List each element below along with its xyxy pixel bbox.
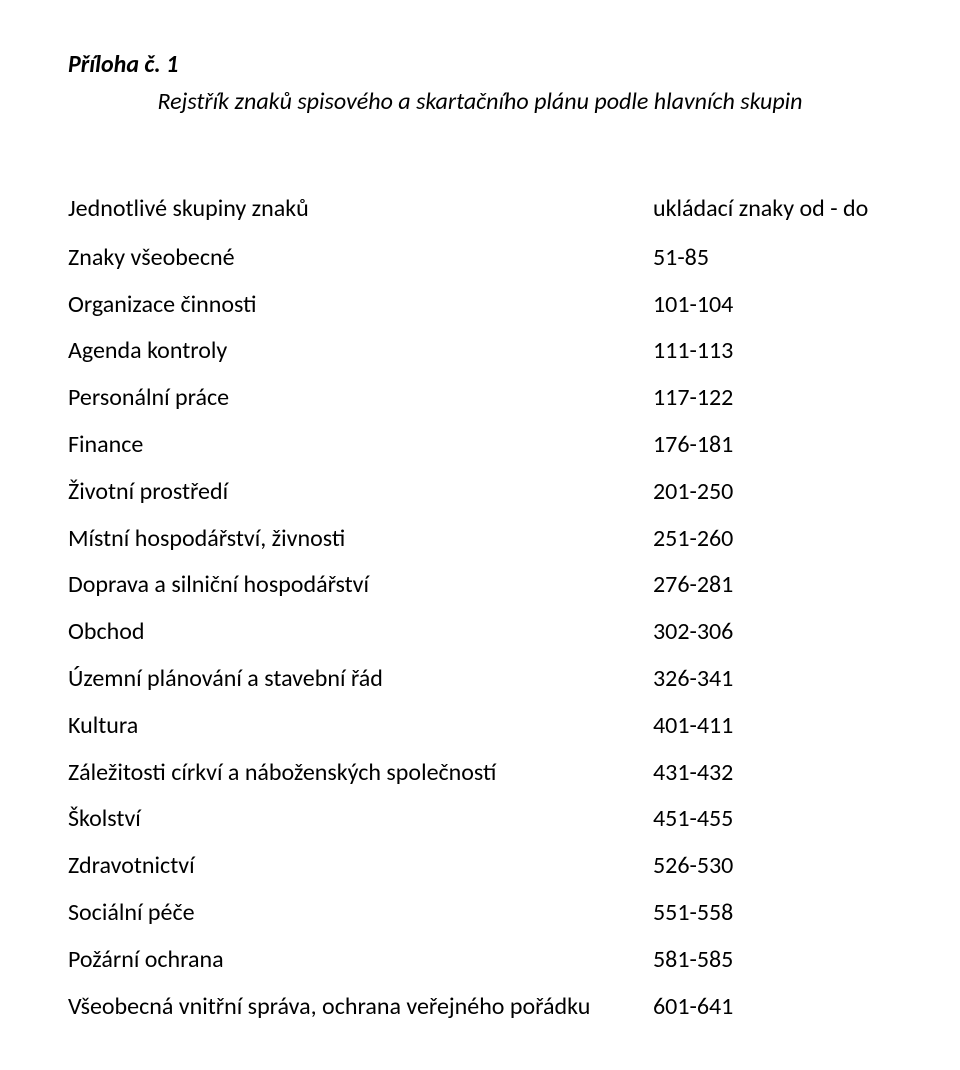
- table-row: Zdravotnictví 526-530: [68, 843, 892, 890]
- table-row: Požární ochrana 581-585: [68, 937, 892, 984]
- table-row: Finance 176-181: [68, 422, 892, 469]
- table-row: Územní plánování a stavební řád 326-341: [68, 656, 892, 703]
- row-value: 51-85: [653, 235, 892, 282]
- table-header-label: Jednotlivé skupiny znaků: [68, 186, 653, 233]
- table-row: Znaky všeobecné 51-85: [68, 235, 892, 282]
- table-row: Kultura 401-411: [68, 703, 892, 750]
- row-label: Organizace činnosti: [68, 282, 653, 329]
- document-page: Příloha č. 1 Rejstřík znaků spisového a …: [0, 0, 960, 1070]
- row-value: 551-558: [653, 890, 892, 937]
- row-value: 601-641: [653, 984, 892, 1031]
- table-row: Doprava a silniční hospodářství 276-281: [68, 562, 892, 609]
- table-row: Personální práce 117-122: [68, 375, 892, 422]
- row-label: Agenda kontroly: [68, 328, 653, 375]
- row-value: 581-585: [653, 937, 892, 984]
- row-label: Životní prostředí: [68, 469, 653, 516]
- row-label: Kultura: [68, 703, 653, 750]
- row-value: 431-432: [653, 750, 892, 797]
- row-value: 302-306: [653, 609, 892, 656]
- row-label: Územní plánování a stavební řád: [68, 656, 653, 703]
- table-row: Místní hospodářství, živnosti 251-260: [68, 516, 892, 563]
- row-value: 101-104: [653, 282, 892, 329]
- table-header-row: Jednotlivé skupiny znaků ukládací znaky …: [68, 186, 892, 233]
- table-header-value: ukládací znaky od - do: [653, 186, 892, 233]
- row-label: Sociální péče: [68, 890, 653, 937]
- row-value: 176-181: [653, 422, 892, 469]
- table-row: Obchod 302-306: [68, 609, 892, 656]
- table-row: Sociální péče 551-558: [68, 890, 892, 937]
- row-label: Požární ochrana: [68, 937, 653, 984]
- row-label: Záležitosti církví a náboženských společ…: [68, 750, 653, 797]
- row-value: 451-455: [653, 796, 892, 843]
- row-label: Finance: [68, 422, 653, 469]
- row-value: 201-250: [653, 469, 892, 516]
- row-value: 276-281: [653, 562, 892, 609]
- row-label: Místní hospodářství, živnosti: [68, 516, 653, 563]
- page-subtitle: Rejstřík znaků spisového a skartačního p…: [68, 87, 892, 116]
- row-label: Zdravotnictví: [68, 843, 653, 890]
- row-value: 326-341: [653, 656, 892, 703]
- table-row: Agenda kontroly 111-113: [68, 328, 892, 375]
- table-row: Školství 451-455: [68, 796, 892, 843]
- row-label: Znaky všeobecné: [68, 235, 653, 282]
- row-value: 401-411: [653, 703, 892, 750]
- row-label: Všeobecná vnitřní správa, ochrana veřejn…: [68, 984, 653, 1031]
- page-title: Příloha č. 1: [68, 50, 892, 79]
- row-label: Školství: [68, 796, 653, 843]
- table-row: Životní prostředí 201-250: [68, 469, 892, 516]
- table-row: Všeobecná vnitřní správa, ochrana veřejn…: [68, 984, 892, 1031]
- table-row: Záležitosti církví a náboženských společ…: [68, 750, 892, 797]
- row-label: Personální práce: [68, 375, 653, 422]
- row-label: Doprava a silniční hospodářství: [68, 562, 653, 609]
- row-value: 251-260: [653, 516, 892, 563]
- row-value: 526-530: [653, 843, 892, 890]
- row-value: 111-113: [653, 328, 892, 375]
- row-value: 117-122: [653, 375, 892, 422]
- row-label: Obchod: [68, 609, 653, 656]
- table-row: Organizace činnosti 101-104: [68, 282, 892, 329]
